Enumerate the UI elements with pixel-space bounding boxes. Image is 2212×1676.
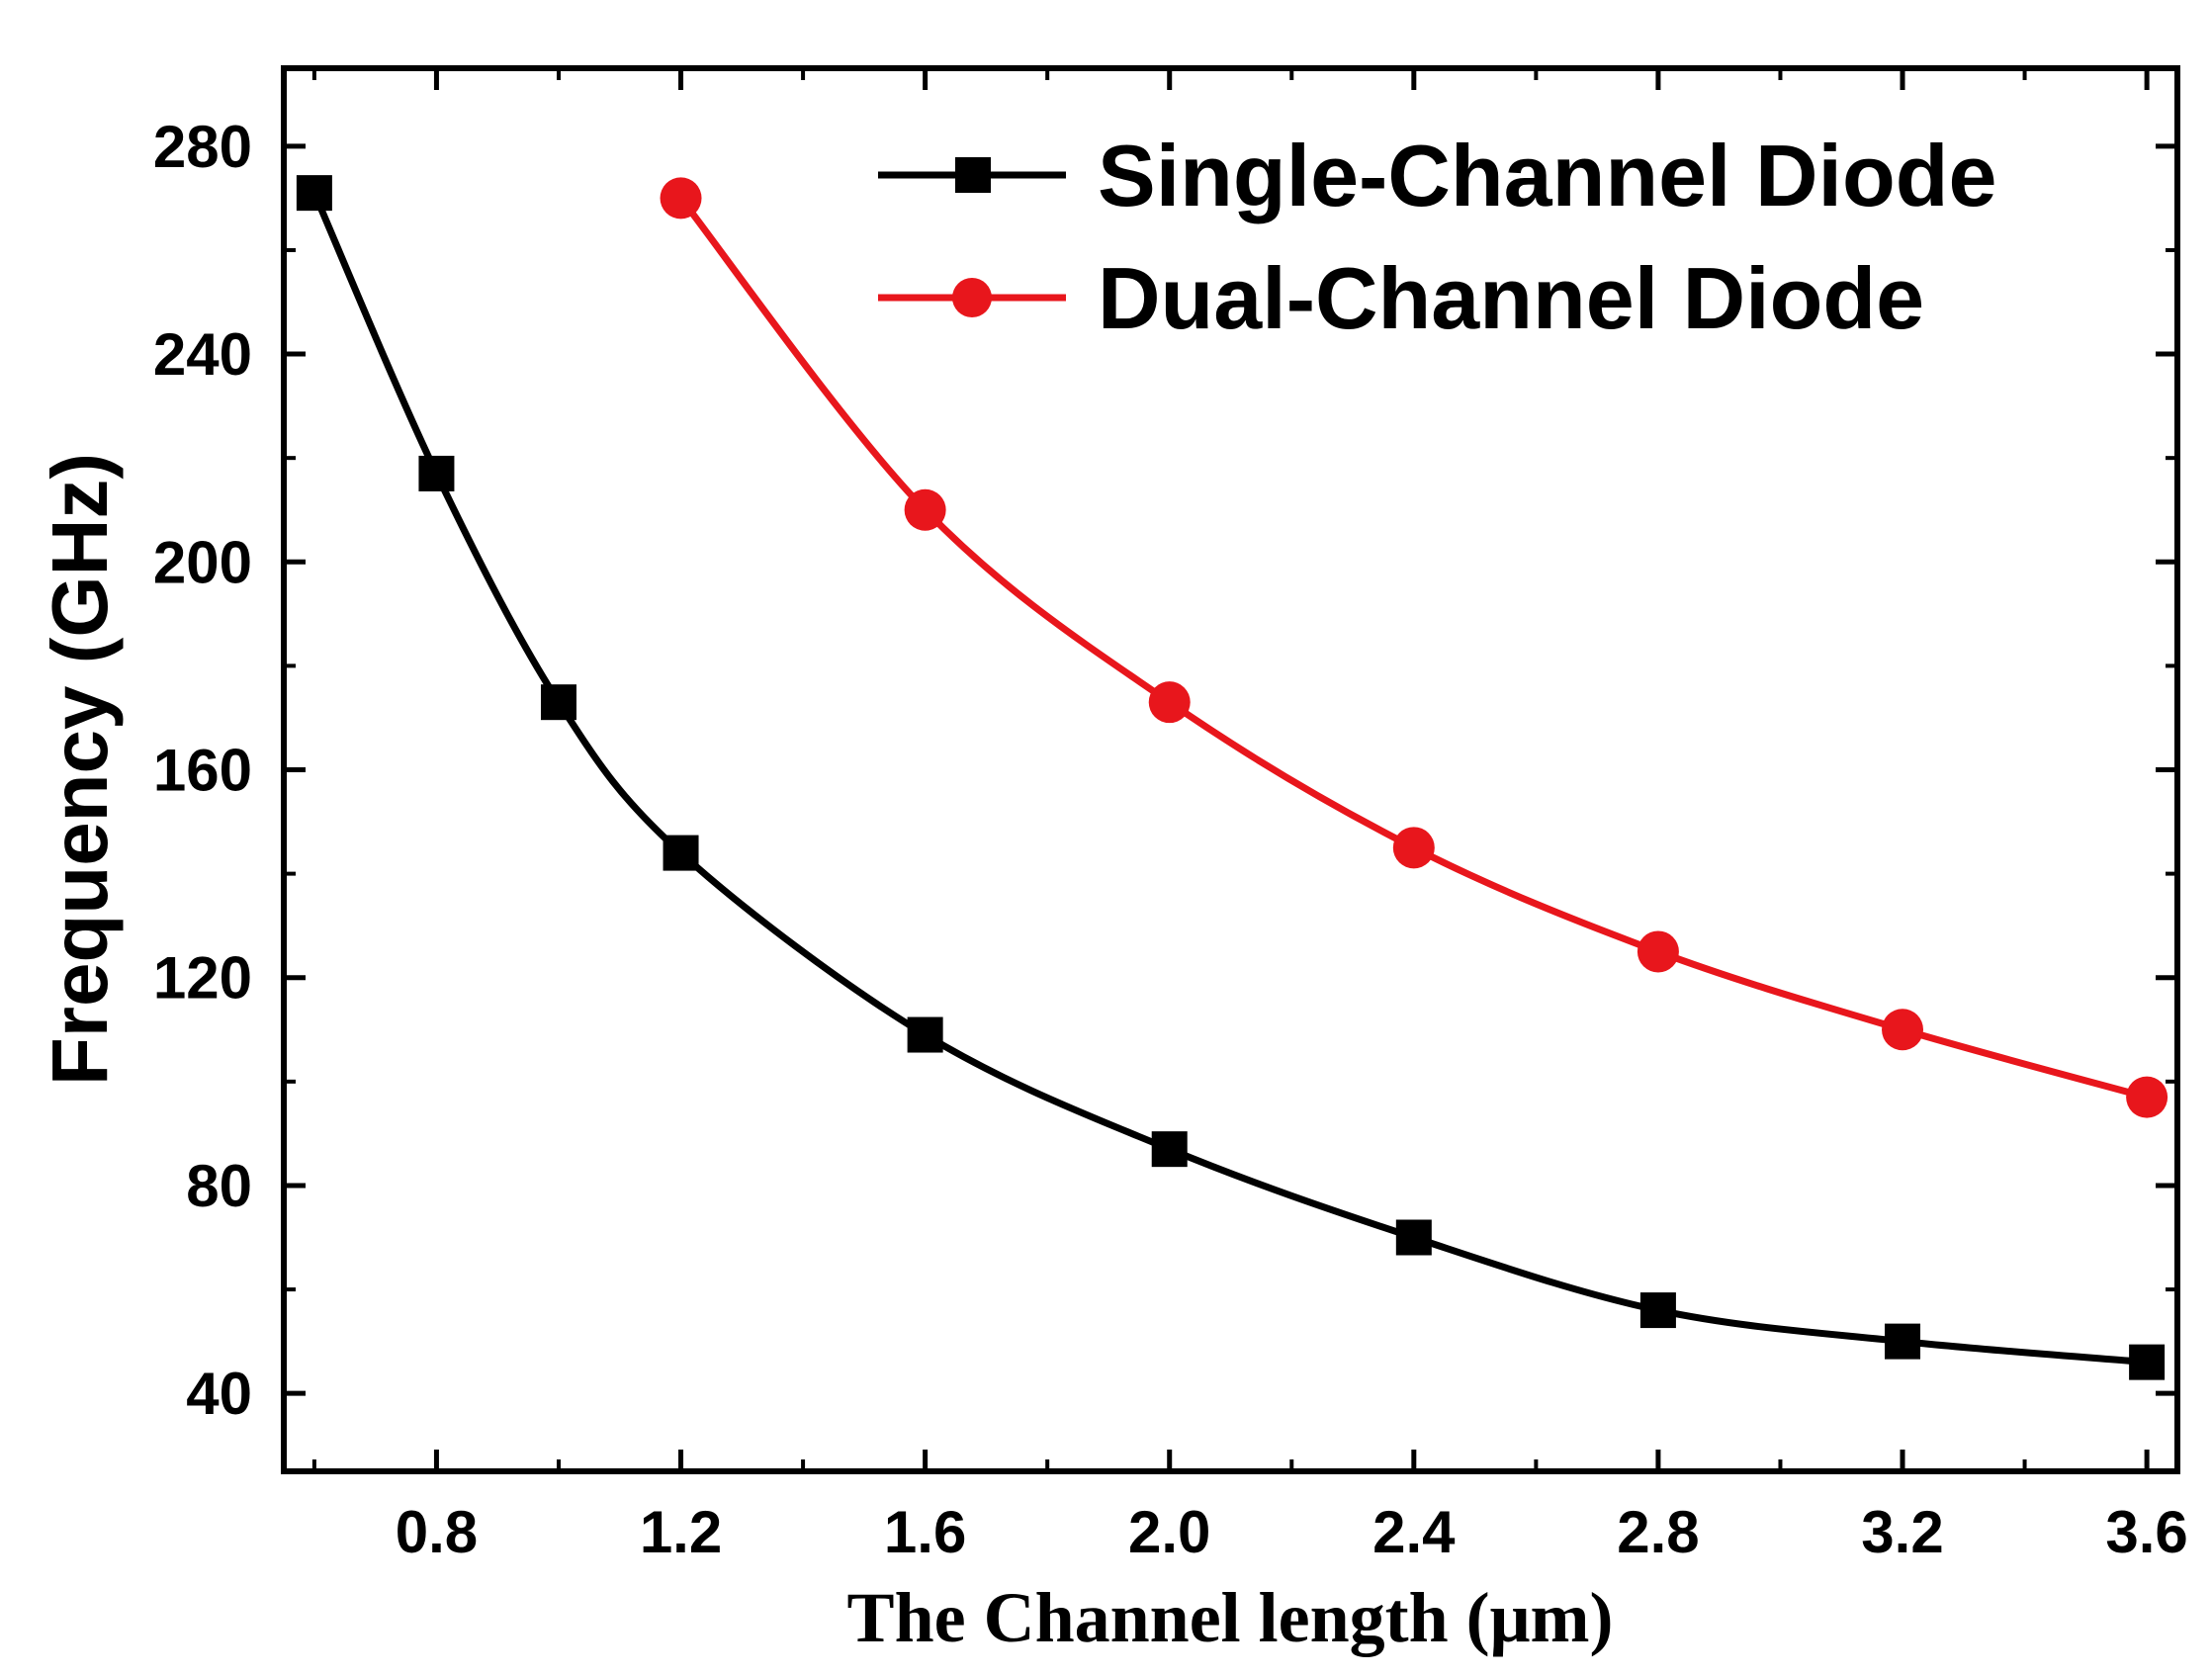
y-tick-label: 80 xyxy=(186,1153,252,1219)
data-point-circle xyxy=(904,488,946,531)
series-line xyxy=(310,191,2148,1367)
x-tick-label: 2.0 xyxy=(1128,1499,1210,1565)
y-tick-label: 40 xyxy=(186,1361,252,1427)
legend-label-single: Single-Channel Diode xyxy=(1098,127,1996,224)
y-tick-label: 200 xyxy=(153,529,252,595)
data-point-square xyxy=(2129,1344,2166,1380)
data-point-circle xyxy=(1148,681,1191,724)
y-tick-label: 120 xyxy=(153,945,252,1012)
x-axis-title: The Channel length (μm) xyxy=(847,1578,1614,1657)
series-single-channel xyxy=(296,175,2166,1380)
data-point-square xyxy=(1151,1131,1188,1168)
x-tick-label: 1.6 xyxy=(884,1499,966,1565)
minor-ticks xyxy=(284,68,2177,1471)
data-point-circle xyxy=(2126,1076,2168,1118)
legend-marker-single xyxy=(955,157,991,193)
x-tick-label: 1.2 xyxy=(640,1499,722,1565)
data-point-square xyxy=(540,684,576,721)
legend: Single-Channel Diode Dual-Channel Diode xyxy=(878,127,1996,347)
data-point-circle xyxy=(1882,1009,1924,1051)
x-tick-label: 2.8 xyxy=(1617,1499,1699,1565)
y-tick-label: 240 xyxy=(153,321,252,388)
y-axis-ticks: 40 80 120 160 200 240 280 xyxy=(153,114,2177,1427)
x-tick-label: 0.8 xyxy=(396,1499,478,1565)
data-point-square xyxy=(907,1016,943,1053)
legend-marker-dual xyxy=(952,278,992,317)
data-point-square xyxy=(663,835,699,871)
x-tick-label: 3.6 xyxy=(2105,1499,2187,1565)
data-point-square xyxy=(418,455,455,491)
y-axis-title: Frequency (GHz) xyxy=(36,453,124,1086)
data-point-circle xyxy=(1392,827,1435,869)
legend-label-dual: Dual-Channel Diode xyxy=(1098,249,1924,347)
data-point-square xyxy=(296,175,332,212)
data-point-circle xyxy=(1637,930,1679,973)
x-axis-ticks: 0.8 1.2 1.6 2.0 2.4 2.8 3.2 3.6 xyxy=(396,68,2188,1565)
data-point-circle xyxy=(660,177,702,220)
data-point-square xyxy=(1639,1292,1676,1329)
x-tick-label: 3.2 xyxy=(1861,1499,1943,1565)
y-tick-label: 160 xyxy=(153,738,252,804)
x-tick-label: 2.4 xyxy=(1372,1499,1456,1565)
data-point-square xyxy=(1885,1323,1921,1360)
data-point-square xyxy=(1395,1219,1432,1256)
y-tick-label: 280 xyxy=(153,114,252,180)
series-dual-channel xyxy=(660,177,2168,1118)
series-layer xyxy=(296,175,2168,1380)
